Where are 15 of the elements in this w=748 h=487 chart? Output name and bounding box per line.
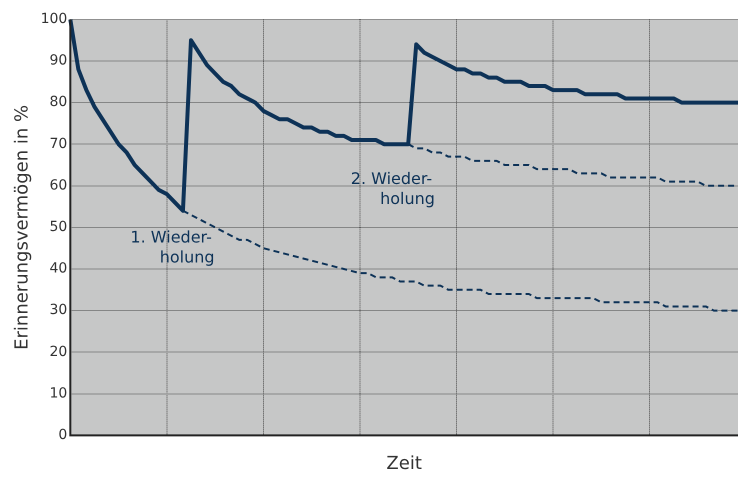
y-tick-label: 30	[49, 302, 68, 318]
y-tick-label: 0	[58, 427, 68, 444]
y-tick-label: 50	[49, 219, 68, 236]
y-tick-label: 10	[49, 385, 68, 402]
y-tick-label: 80	[49, 94, 68, 110]
y-tick-label: 70	[49, 136, 68, 152]
y-tick-label: 40	[49, 260, 68, 277]
y-axis-title: Erinnerungsvermögen in %	[11, 104, 32, 350]
y-tick-label: 20	[49, 344, 68, 360]
y-tick-label: 60	[49, 177, 68, 194]
annotation: 2. Wieder- holung	[350, 169, 435, 208]
y-tick-label: 90	[49, 52, 68, 69]
y-tick-label: 100	[40, 11, 68, 28]
annotation: 1. Wieder- holung	[130, 227, 215, 266]
x-axis-title: Zeit	[386, 452, 422, 474]
